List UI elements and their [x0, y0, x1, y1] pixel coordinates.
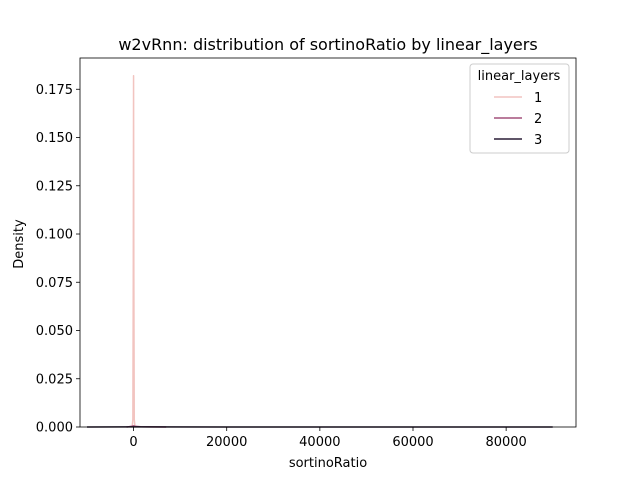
x-tick-label: 40000	[299, 435, 340, 450]
y-tick-label: 0.175	[36, 83, 73, 98]
x-tick-label: 0	[129, 435, 137, 450]
legend-label-1: 1	[534, 91, 542, 106]
x-axis-title: sortinoRatio	[289, 456, 367, 471]
series-line-1	[131, 75, 136, 428]
legend-label-2: 2	[534, 112, 542, 127]
y-tick-label: 0.100	[36, 228, 73, 243]
x-tick-label: 80000	[485, 435, 526, 450]
legend: linear_layers 1 2 3	[469, 63, 570, 154]
y-axis: 0.000 0.025 0.050 0.075 0.100 0.125 0.150 0.175	[36, 83, 80, 436]
legend-label-3: 3	[534, 133, 542, 148]
x-tick-label: 20000	[206, 435, 247, 450]
y-tick-label: 0.125	[36, 179, 73, 194]
legend-title: linear_layers	[478, 69, 561, 84]
y-tick-label: 0.150	[36, 131, 73, 146]
axes-frame	[79, 57, 577, 428]
y-tick-label: 0.075	[36, 276, 73, 291]
legend-entries: 1 2 3	[494, 91, 542, 148]
x-axis: 0 20000 40000 60000 80000	[129, 427, 527, 450]
chart-title: w2vRnn: distribution of sortinoRatio by …	[118, 35, 537, 55]
y-tick-label: 0.000	[36, 421, 73, 436]
y-tick-label: 0.050	[36, 324, 73, 339]
plot-area	[79, 57, 577, 428]
x-tick-label: 60000	[392, 435, 433, 450]
y-tick-label: 0.025	[36, 372, 73, 387]
legend-frame	[469, 63, 570, 154]
y-axis-title: Density	[12, 219, 27, 269]
